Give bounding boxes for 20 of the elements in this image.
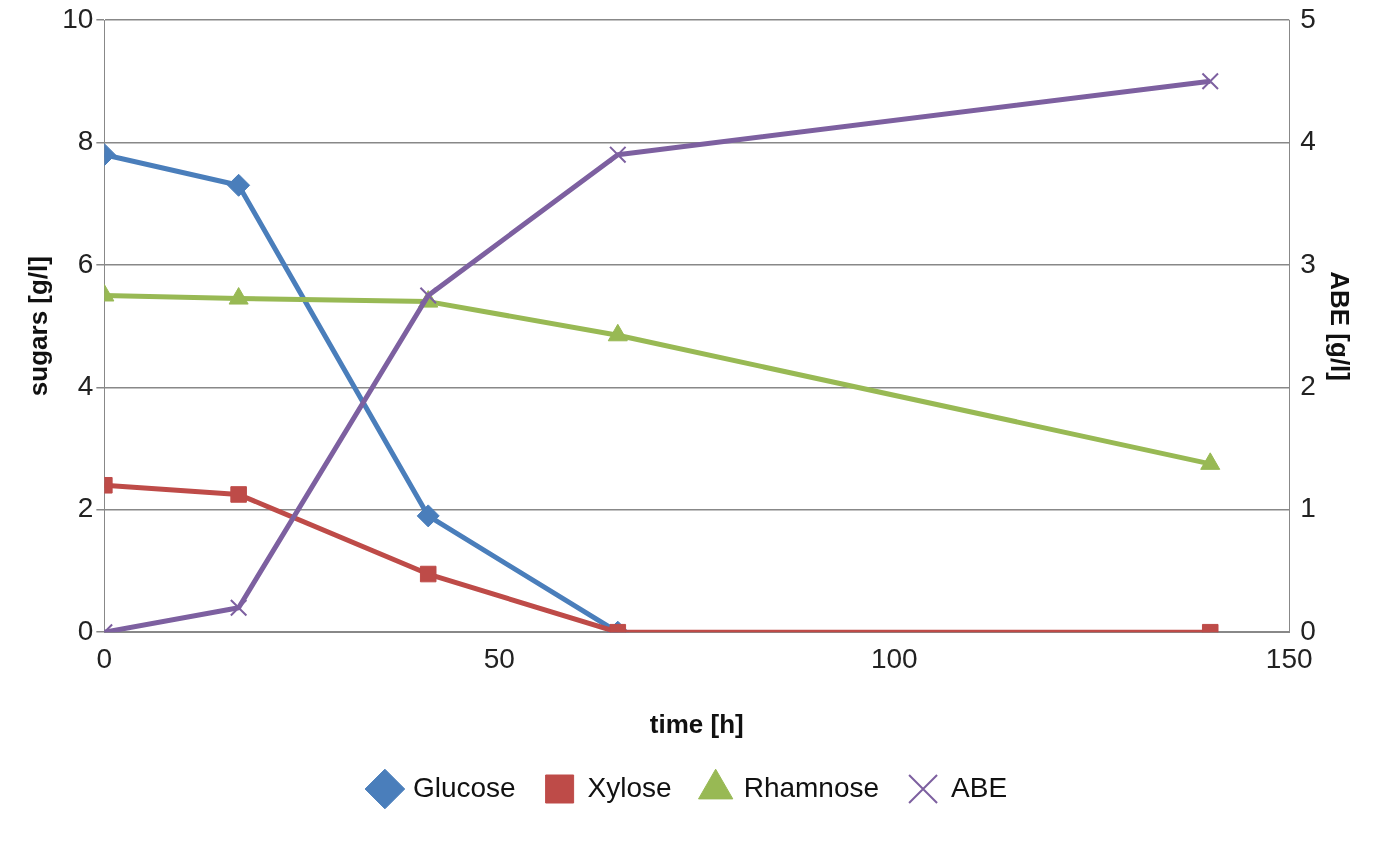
y-tick-label: 2 <box>77 492 94 524</box>
y2-tick-label: 3 <box>1300 247 1316 279</box>
y-tick-label: 0 <box>77 614 94 646</box>
legend-label: Glucose <box>412 771 516 803</box>
legend-label: ABE <box>951 771 1008 803</box>
y2-tick-label: 2 <box>1300 370 1316 402</box>
legend-label: Xylose <box>587 771 672 803</box>
x-axis-title: time [h] <box>649 708 744 739</box>
x-tick-label: 50 <box>483 642 515 674</box>
y-axis-title: sugars [g/l] <box>22 256 53 397</box>
y2-tick-label: 5 <box>1300 2 1316 34</box>
y2-tick-label: 4 <box>1300 125 1316 157</box>
y-tick-label: 6 <box>77 247 94 279</box>
legend-label: Rhamnose <box>743 771 880 803</box>
y-tick-label: 10 <box>62 2 94 34</box>
y2-tick-label: 1 <box>1300 492 1316 524</box>
y-tick-label: 8 <box>77 125 94 157</box>
y2-axis-title: ABE [g/l] <box>1325 271 1356 381</box>
x-tick-label: 100 <box>870 642 918 674</box>
y-tick-label: 4 <box>77 370 94 402</box>
